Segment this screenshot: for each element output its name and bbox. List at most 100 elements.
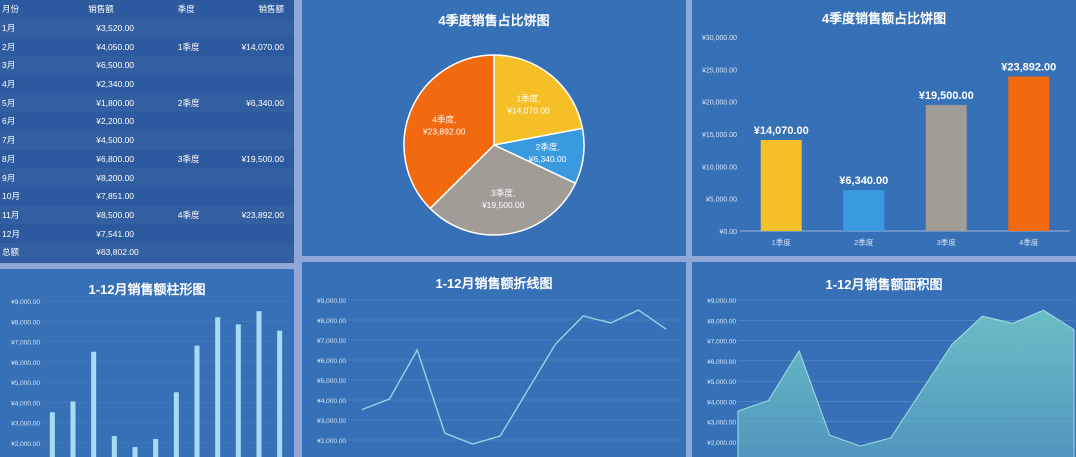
bar [173, 392, 179, 457]
table-row: 2月 ¥4,050.00 1季度 ¥14,070.00 [0, 37, 294, 56]
quarter-sales-cell [203, 75, 295, 94]
y-tick-label: ¥9,000.00 [707, 298, 736, 305]
quarter-sales-cell [203, 19, 295, 38]
pie-slice-name-label: 1季度, [516, 93, 540, 103]
bar [215, 317, 221, 457]
empty-cell [142, 243, 203, 262]
y-tick-label: ¥6,000.00 [11, 360, 40, 367]
bar-data-label: ¥6,340.00 [839, 175, 888, 187]
total-value-cell: ¥63,802.00 [48, 243, 142, 262]
month-sales-cell: ¥4,500.00 [48, 131, 142, 150]
quarter-sales-cell [203, 131, 295, 150]
table-row: 5月 ¥1,800.00 2季度 ¥6,340.00 [0, 93, 294, 112]
month-cell: 12月 [2, 228, 20, 239]
y-tick-label: ¥15,000.00 [702, 132, 737, 139]
month-sales-cell: ¥2,200.00 [96, 116, 135, 127]
y-tick-label: ¥8,000.00 [317, 318, 346, 325]
y-tick-label: ¥5,000.00 [707, 379, 736, 386]
table-row: 11月 ¥8,500.00 4季度 ¥23,892.00 [0, 206, 294, 225]
y-tick-label: ¥6,000.00 [707, 359, 736, 366]
header-quarter: 季度 [177, 4, 195, 15]
series-line [361, 309, 667, 445]
quarter-cell [142, 131, 203, 150]
y-tick-label: ¥9,000.00 [11, 299, 40, 306]
bar [235, 324, 241, 457]
y-tick-label: ¥25,000.00 [702, 67, 737, 74]
bar-data-label: ¥14,070.00 [754, 125, 809, 137]
table-row: 12月 ¥7,541.00 [0, 224, 294, 243]
total-label-cell: 总额 [0, 243, 48, 262]
quarter-cell [142, 56, 203, 75]
header-month: 月份 [2, 4, 20, 15]
pie-slice-name-label: 4季度, [432, 114, 456, 124]
table-row: 10月 ¥7,851.00 [0, 187, 294, 206]
month-cell: 10月 [2, 191, 20, 202]
month-cell: 5月 [0, 93, 48, 112]
y-tick-label: ¥6,000.00 [317, 358, 346, 365]
quarter-cell: 3季度 [177, 153, 200, 164]
table-row: 1月 ¥3,520.00 [0, 19, 294, 38]
sales-table: 月份 销售额 季度 销售额 1月 ¥3,520.00 2月 ¥4,050.00 1季度 ¥… [0, 0, 294, 262]
quarter-sales-cell [203, 112, 295, 131]
x-tick-label: 2季度 [854, 237, 874, 247]
bar-data-label: ¥19,500.00 [919, 90, 974, 102]
y-tick-label: ¥3,000.00 [707, 420, 736, 427]
pie-slice-value-label: ¥14,070.00 [506, 105, 550, 115]
pie-slice-value-label: ¥6,340.00 [528, 154, 567, 164]
y-tick-label: ¥4,000.00 [707, 399, 736, 406]
y-tick-label: ¥5,000.00 [11, 380, 40, 387]
quarter-cell: 2季度 [142, 93, 203, 112]
y-tick-label: ¥4,000.00 [11, 400, 40, 407]
y-tick-label: ¥2,000.00 [11, 441, 40, 448]
quarter-cell [142, 168, 203, 187]
month-cell: 3月 [0, 56, 48, 75]
bar [256, 311, 262, 457]
month-sales-cell: ¥2,340.00 [96, 79, 135, 90]
pie-slice-value-label: ¥23,892.00 [422, 126, 466, 136]
table-row: 4月 ¥2,340.00 [0, 75, 294, 94]
quarter-sales-cell [203, 56, 295, 75]
quarter-sales-cell [203, 224, 295, 243]
monthly-bar-chart-panel: 1-12月销售额柱形图 ¥2,000.00 ¥3,000.00 ¥4,000.00 ¥… [0, 269, 294, 457]
bar [194, 345, 200, 457]
quarter-bar-chart-title: 4季度销售额占比饼图 [821, 11, 947, 26]
line-chart-title: 1-12月销售额折线图 [435, 276, 553, 291]
bar [91, 351, 97, 457]
bar [1008, 76, 1050, 231]
quarter-sales-cell: ¥6,340.00 [203, 93, 295, 112]
month-cell: 1月 [0, 19, 48, 38]
pie-chart-panel: 4季度销售占比饼图 1季度, ¥14,070.00 2季度, ¥6,340.00 3季度… [302, 0, 686, 256]
month-sales-cell: ¥3,520.00 [48, 19, 142, 38]
y-tick-label: ¥3,000.00 [317, 418, 346, 425]
month-cell: 2月 [2, 41, 16, 52]
bar [925, 104, 967, 231]
quarter-cell: 4季度 [142, 206, 203, 225]
y-tick-label: ¥10,000.00 [702, 164, 737, 171]
pie-slice [429, 144, 577, 236]
table-row: 9月 ¥8,200.00 [0, 168, 294, 187]
sales-table-panel: 月份 销售额 季度 销售额 1月 ¥3,520.00 2月 ¥4,050.00 1季度 ¥… [0, 0, 294, 263]
month-cell: 11月 [0, 206, 48, 225]
y-tick-label: ¥7,000.00 [707, 339, 736, 346]
month-sales-cell: ¥8,500.00 [48, 206, 142, 225]
bar [760, 140, 802, 231]
quarter-cell [142, 19, 203, 38]
quarter-sales-cell: ¥14,070.00 [241, 41, 284, 52]
line-chart-panel: 1-12月销售额折线图 ¥2,000.00 ¥3,000.00 ¥4,000.00 ¥… [302, 262, 686, 457]
table-row: 7月 ¥4,500.00 [0, 131, 294, 150]
y-tick-label: ¥9,000.00 [317, 298, 346, 305]
quarter-cell: 1季度 [177, 41, 200, 52]
quarter-sales-cell [203, 168, 295, 187]
quarter-sales-cell: ¥19,500.00 [241, 153, 284, 164]
monthly-bar-chart-title: 1-12月销售额柱形图 [88, 282, 206, 297]
y-tick-label: ¥0.00 [719, 229, 737, 236]
quarter-cell [142, 112, 203, 131]
y-tick-label: ¥5,000.00 [317, 378, 346, 385]
x-tick-label: 4季度 [1019, 237, 1039, 247]
bar [153, 438, 159, 457]
quarter-bar-chart: ¥0.00 ¥5,000.00 ¥10,000.00 ¥15,000.00 ¥20,00… [702, 35, 1070, 247]
y-tick-label: ¥30,000.00 [702, 35, 737, 42]
table-header-row: 月份 销售额 季度 销售额 [0, 0, 294, 19]
line-chart: ¥2,000.00 ¥3,000.00 ¥4,000.00 ¥5,000.00 ¥6,0… [317, 298, 680, 445]
pie-slice-name-label: 2季度, [536, 142, 560, 152]
